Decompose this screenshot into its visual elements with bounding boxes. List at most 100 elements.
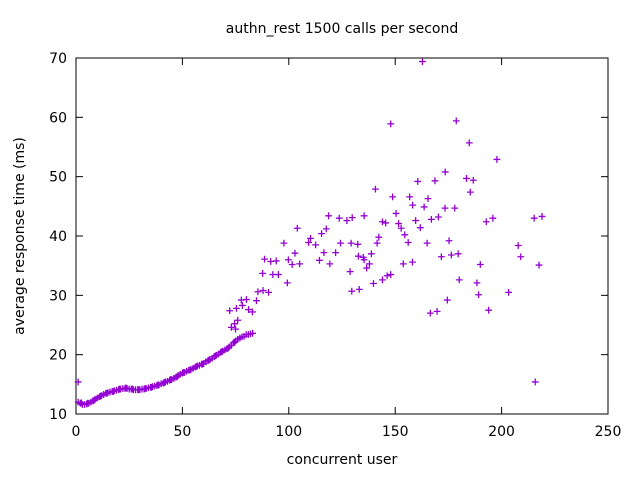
x-tick-label: 250 [595,424,622,440]
data-point-marker [412,217,420,224]
data-point-marker [493,156,501,163]
data-point-marker [322,225,330,233]
data-point-marker [348,287,356,295]
data-point-marker [514,242,522,249]
data-point-marker [254,288,262,296]
data-point-marker [395,220,403,227]
data-point-marker [332,249,340,257]
data-point-marker [416,224,424,232]
data-point-marker [437,253,445,261]
data-point-marker [387,120,395,128]
data-point-marker [274,271,282,278]
data-point-marker [426,309,434,317]
data-point-marker [409,201,417,209]
x-tick-label: 100 [275,424,302,440]
data-point-marker [360,212,368,220]
data-point-marker [233,304,240,312]
data-point-marker [452,117,460,125]
data-point-marker [253,297,260,305]
data-point-marker [389,193,397,201]
x-tick-label: 50 [173,424,191,440]
data-point-marker [239,302,246,309]
data-point-marker [259,287,267,294]
data-point-marker [326,260,334,268]
y-tick-label: 60 [49,110,67,126]
data-point-marker [469,176,477,184]
data-point-marker [505,288,513,296]
data-point-marker [382,219,390,227]
y-tick-label: 50 [49,170,67,186]
data-point-marker [383,272,391,280]
x-tick-label: 0 [72,424,81,440]
data-point-marker [348,214,356,222]
data-point-marker [226,307,234,315]
data-point-marker [265,288,272,296]
data-point-marker [414,178,422,185]
data-point-marker [372,185,379,193]
data-point-marker [392,210,400,217]
data-point-marker [379,218,386,226]
data-point-marker [434,213,442,221]
data-point-marker [445,237,453,245]
data-point-marker [451,204,459,212]
data-point-marker [485,306,493,314]
data-point-marker [517,253,525,261]
y-tick-label: 40 [49,229,67,245]
data-point-marker [373,239,381,247]
data-point-marker [305,239,312,246]
data-point-marker [466,188,474,196]
data-point-marker [293,224,301,232]
data-point-marker [401,231,409,239]
data-point-marker [320,249,328,257]
data-point-marker [427,215,435,223]
data-point-marker [423,239,431,247]
data-point-marker [288,261,296,268]
data-point-marker [441,168,449,176]
data-point-marker [476,261,484,268]
data-point-marker [530,214,538,222]
data-point-marker [473,279,481,287]
plot-border [75,57,609,415]
data-point-marker [447,251,455,259]
y-tick-label: 30 [49,288,67,304]
chart-title: authn_rest 1500 calls per second [225,21,459,37]
data-point-marker [443,296,451,304]
data-point-marker [245,306,252,313]
data-point-marker [424,195,432,203]
data-point-marker [249,329,257,337]
data-point-marker [363,264,371,272]
data-point-marker [360,256,368,264]
data-point-marker [280,239,288,247]
data-point-marker [355,286,363,293]
data-point-marker [387,271,395,278]
data-point-marker [433,307,441,315]
data-point-marker [370,280,377,287]
data-point-marker [74,378,82,386]
data-point-marker [272,257,280,265]
data-point-marker [397,224,405,232]
data-point-marker [316,256,323,264]
data-point-marker [335,214,343,222]
data-point-marker [291,249,299,257]
data-point-marker [531,378,539,386]
data-point-marker [482,218,490,226]
data-point-marker [325,212,332,220]
data-point-marker [227,323,235,331]
data-point-marker [354,240,362,248]
data-point-marker [406,193,414,201]
data-point-marker [489,214,497,222]
data-point-marker [337,239,344,247]
data-point-marker [284,256,292,264]
data-point-marker [312,241,320,249]
data-point-marker [366,260,373,268]
data-point-marker [259,269,267,277]
data-point-marker [346,268,354,275]
data-point-marker [232,325,239,333]
data-point-marker [455,276,463,284]
data-point-marker [463,175,470,182]
data-point-marker [399,260,407,268]
x-axis-label: concurrent user [286,452,398,468]
data-point-marker [224,344,232,352]
